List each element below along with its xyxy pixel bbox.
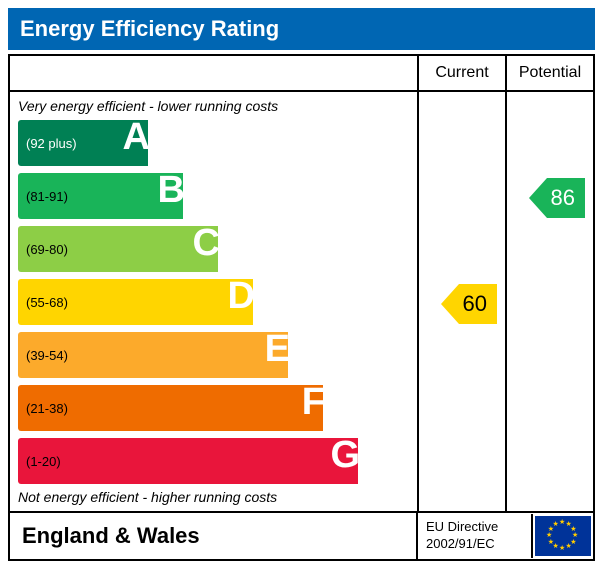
- rating-bar-c: (69-80)C: [18, 226, 218, 272]
- column-current: 60: [417, 92, 505, 511]
- header-row: Current Potential: [10, 56, 593, 92]
- rating-row-b: (81-91) B: [18, 171, 409, 221]
- rating-bar-f: (21-38)F: [18, 385, 323, 431]
- directive-line2: 2002/91/EC: [426, 536, 523, 553]
- rating-range: (69-80): [18, 242, 68, 257]
- rating-bar-d: (55-68)D: [18, 279, 253, 325]
- rating-letter: A: [123, 116, 150, 159]
- rating-range: (21-38): [18, 401, 68, 416]
- title-bar: Energy Efficiency Rating: [8, 8, 595, 50]
- rating-letter: B: [158, 169, 185, 212]
- header-spacer: [10, 56, 417, 90]
- eu-star-icon: ★: [559, 544, 565, 552]
- eu-star-icon: ★: [553, 520, 559, 528]
- rating-row-f: (21-38) F: [18, 383, 409, 433]
- current-value: 60: [459, 284, 497, 324]
- current-marker: 60: [441, 284, 497, 324]
- title-text: Energy Efficiency Rating: [20, 16, 279, 41]
- column-potential: 86: [505, 92, 593, 511]
- eu-flag: ★★★★★★★★★★★★: [531, 514, 593, 558]
- rating-bar-g: (1-20)G: [18, 438, 358, 484]
- rating-letter: G: [330, 434, 360, 477]
- footer-region: England & Wales: [10, 513, 416, 559]
- eu-star-icon: ★: [559, 518, 565, 526]
- eu-star-icon: ★: [566, 542, 572, 550]
- rating-range: (39-54): [18, 348, 68, 363]
- chart-body: Very energy efficient - lower running co…: [10, 92, 593, 511]
- rating-letter: D: [228, 275, 255, 318]
- rating-range: (81-91): [18, 189, 68, 204]
- epc-chart: Energy Efficiency Rating Current Potenti…: [0, 0, 603, 564]
- rating-row-g: (1-20) G: [18, 436, 409, 486]
- rating-letter: F: [302, 381, 325, 424]
- rating-letter: C: [193, 222, 220, 265]
- footer-directive: EU Directive 2002/91/EC: [416, 513, 531, 559]
- rating-row-a: (92 plus) A: [18, 118, 409, 168]
- rating-bar-b: (81-91)B: [18, 173, 183, 219]
- arrow-point-icon: [441, 284, 459, 324]
- arrow-point-icon: [529, 178, 547, 218]
- rating-bars-list: (92 plus) A (81-91) B (69-80) C (55-68) D (39-54…: [18, 118, 409, 486]
- chart-box: Current Potential Very energy efficient …: [8, 54, 595, 561]
- footer-row: England & Wales EU Directive 2002/91/EC …: [10, 511, 593, 559]
- header-current: Current: [417, 56, 505, 90]
- rating-range: (92 plus): [18, 136, 77, 151]
- caption-bottom: Not energy efficient - higher running co…: [18, 489, 409, 505]
- rating-range: (1-20): [18, 454, 61, 469]
- potential-marker: 86: [529, 178, 585, 218]
- rating-row-c: (69-80) C: [18, 224, 409, 274]
- caption-top: Very energy efficient - lower running co…: [18, 98, 409, 114]
- rating-letter: E: [265, 328, 290, 371]
- rating-range: (55-68): [18, 295, 68, 310]
- directive-line1: EU Directive: [426, 519, 523, 536]
- rating-row-d: (55-68) D: [18, 277, 409, 327]
- rating-row-e: (39-54) E: [18, 330, 409, 380]
- bars-column: Very energy efficient - lower running co…: [10, 92, 417, 511]
- rating-bar-e: (39-54)E: [18, 332, 288, 378]
- potential-value: 86: [547, 178, 585, 218]
- rating-bar-a: (92 plus)A: [18, 120, 148, 166]
- header-potential: Potential: [505, 56, 593, 90]
